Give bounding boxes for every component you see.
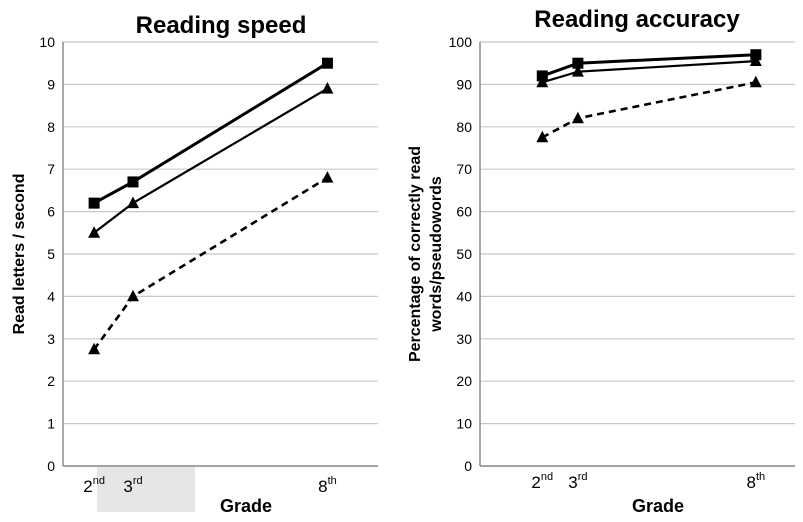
data-point-triangle — [127, 289, 139, 302]
data-point-square — [127, 176, 139, 188]
y-axis-label: Percentage of correctly read words/pseudo… — [407, 146, 445, 362]
data-point-triangle — [127, 196, 139, 209]
y-tick-label: 20 — [456, 373, 472, 389]
y-tick-label: 0 — [464, 458, 472, 474]
chart-panel-1: 0 1 2 3 4 5 6 7 8 9 10 Reading speed Read letters / … — [11, 12, 378, 516]
data-point-square — [88, 197, 100, 209]
y-tick-label: 3 — [47, 331, 55, 347]
y-tick-label: 60 — [456, 204, 472, 220]
data-point-triangle — [88, 226, 101, 238]
chart-title: Reading accuracy — [534, 6, 740, 33]
y-tick-label: 90 — [456, 76, 472, 92]
data-point-triangle — [536, 130, 549, 143]
series-line-3 — [541, 81, 757, 139]
y-tick-label: 10 — [456, 416, 472, 432]
y-tick-label: 4 — [47, 288, 55, 304]
x-axis-label: Grade — [220, 496, 272, 516]
chart-panel-2: 0 10 20 30 40 50 60 70 80 90 100 Reading accuracy Pe… — [407, 6, 795, 516]
data-point-triangle — [749, 75, 762, 88]
y-tick-label: 50 — [456, 246, 472, 262]
y-tick-label: 5 — [47, 246, 55, 262]
y-tick-label: 30 — [456, 331, 472, 347]
y-tick-label: 7 — [47, 161, 55, 177]
x-category-label: 2nd — [531, 471, 553, 492]
y-tick-label: 0 — [47, 458, 55, 474]
data-point-square — [572, 57, 584, 69]
y-tick-label: 6 — [47, 204, 55, 220]
data-point-triangle — [321, 171, 334, 183]
y-tick-label: 1 — [47, 416, 55, 432]
y-tick-label: 9 — [47, 76, 55, 92]
series-line-3 — [93, 176, 329, 351]
x-axis-label: Grade — [632, 496, 684, 516]
data-point-triangle — [321, 82, 334, 94]
data-point-triangle — [571, 65, 584, 77]
data-point-triangle — [571, 111, 584, 124]
y-axis-label: Read letters / second — [11, 174, 28, 335]
y-tick-label: 2 — [47, 373, 55, 389]
chart-title: Reading speed — [136, 12, 307, 39]
category-highlight — [97, 467, 195, 512]
x-category-label: 3rd — [568, 471, 587, 492]
x-category-label: 2nd — [83, 475, 105, 496]
y-tick-label: 100 — [449, 34, 473, 50]
y-tick-label: 8 — [47, 119, 55, 135]
data-point-triangle — [536, 75, 549, 88]
data-point-triangle — [749, 54, 762, 66]
x-category-label: 8th — [318, 475, 337, 496]
x-category-label: 8th — [747, 471, 766, 492]
data-point-square — [321, 57, 333, 69]
y-tick-label: 10 — [39, 34, 55, 50]
y-tick-label: 40 — [456, 288, 472, 304]
x-category-label: 3rd — [123, 475, 142, 496]
y-tick-label: 70 — [456, 161, 472, 177]
data-point-triangle — [88, 342, 101, 355]
y-tick-label: 80 — [456, 119, 472, 135]
